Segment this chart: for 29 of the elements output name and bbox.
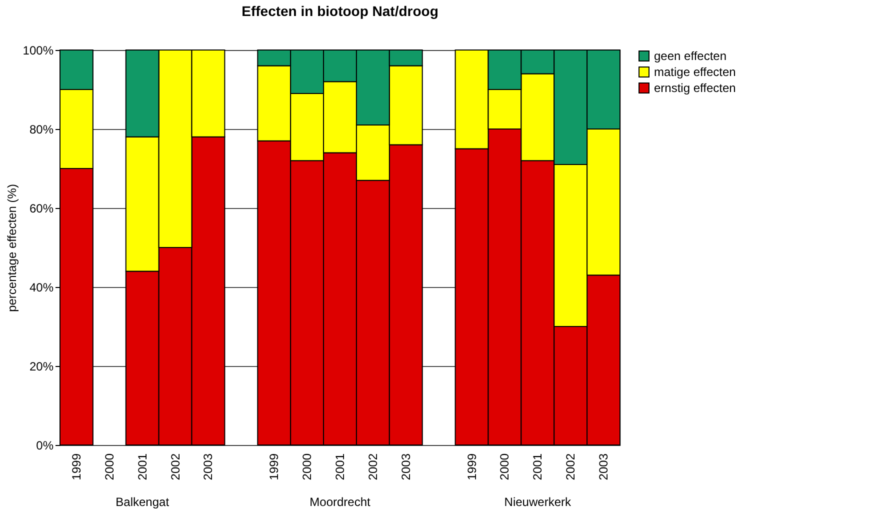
x-tick-label: 2003 bbox=[201, 453, 216, 480]
x-tick-label: 1999 bbox=[69, 453, 84, 480]
x-tick-label: 2002 bbox=[366, 453, 380, 480]
y-tick-label: 100% bbox=[22, 44, 54, 58]
y-axis-title: percentage effecten (%) bbox=[4, 184, 19, 312]
y-tick-label: 80% bbox=[29, 122, 54, 136]
legend-label: ernstig effecten bbox=[654, 81, 736, 95]
x-tick-label: 2000 bbox=[102, 453, 116, 480]
y-tick-label: 40% bbox=[29, 280, 54, 294]
chart-title: Effecten in biotoop Nat/droog bbox=[242, 3, 438, 19]
x-tick-label: 2002 bbox=[168, 453, 182, 480]
x-tick-label: 2003 bbox=[398, 453, 413, 480]
text: Balkengat bbox=[116, 495, 170, 509]
x-tick-label: 2000 bbox=[498, 453, 512, 480]
y-tick-label: 20% bbox=[29, 360, 54, 374]
x-tick-label: 2001 bbox=[135, 453, 150, 480]
x-tick-label: 1999 bbox=[267, 453, 282, 480]
x-tick-label: 2001 bbox=[333, 453, 347, 480]
legend-label: geen effecten bbox=[654, 49, 727, 63]
y-tick-label: 0% bbox=[36, 438, 54, 452]
x-tick-label: 1999 bbox=[464, 453, 479, 480]
text: Nieuwerkerk bbox=[504, 495, 572, 509]
text: Moordrecht bbox=[310, 495, 372, 509]
y-tick-label: 60% bbox=[29, 202, 54, 216]
legend-label: matige effecten bbox=[654, 65, 736, 79]
x-tick-label: 2002 bbox=[564, 453, 578, 480]
x-tick-label: 2001 bbox=[530, 453, 545, 480]
x-tick-label: 2003 bbox=[596, 453, 611, 480]
x-tick-label: 2000 bbox=[300, 453, 314, 480]
